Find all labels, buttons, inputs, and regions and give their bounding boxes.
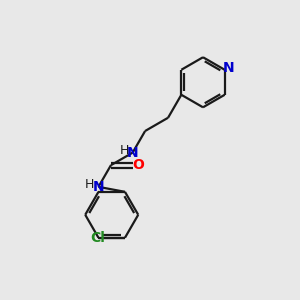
Text: Cl: Cl [90, 231, 105, 245]
Text: H: H [120, 144, 129, 157]
Text: N: N [93, 180, 104, 194]
Text: N: N [223, 61, 234, 75]
Text: H: H [85, 178, 94, 191]
Text: O: O [132, 158, 144, 172]
Text: N: N [127, 146, 138, 160]
